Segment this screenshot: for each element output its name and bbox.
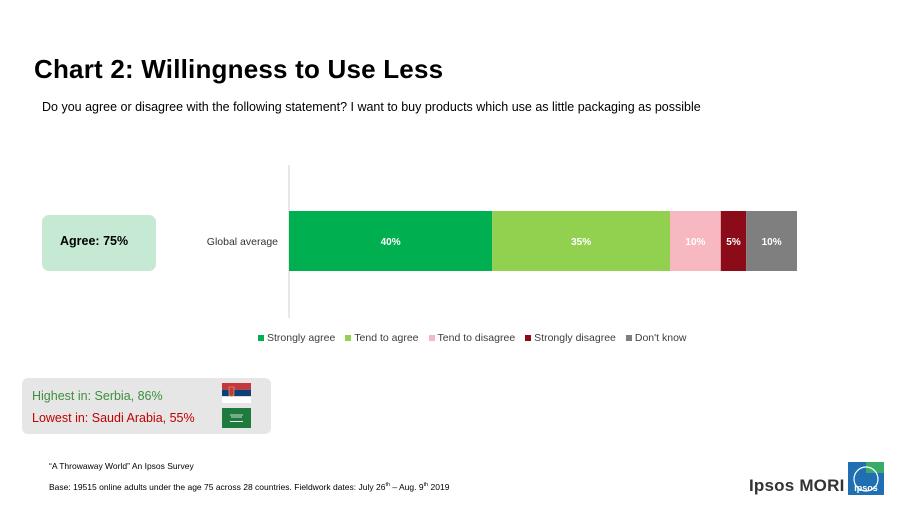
category-label: Global average [207,236,278,248]
saudi-arabia-flag-icon [222,408,251,428]
data-label-strongly-agree: 40% [381,237,401,248]
legend-item-strongly-agree: Strongly agree [258,331,335,345]
data-label-strongly-disagree: 5% [726,237,741,248]
legend-label: Tend to agree [354,332,419,344]
ipsos-logo-text: Ipsos [854,483,878,493]
stacked-bar-chart: Global average 40% 35% 10% 5% 10% [207,165,797,318]
agree-summary-box: Agree: 75% [42,215,156,271]
legend-swatch [258,335,264,341]
highest-country: Highest in: Serbia, 86% [32,389,163,403]
legend-label: Tend to disagree [437,332,516,344]
legend-item-dont-know: Don't know [625,331,687,345]
legend-swatch [345,335,352,341]
legend-label: Strongly disagree [534,332,616,344]
data-label-dont-know: 10% [762,237,782,248]
data-label-tend-to-agree: 35% [571,237,591,248]
bar-segment-tend-to-disagree [670,211,721,271]
legend-swatch [625,335,632,341]
legend-label: Don't know [634,332,687,344]
lowest-country: Lowest in: Saudi Arabia, 55% [32,411,195,425]
chart-legend: Strongly agree Tend to agree Tend to disag… [258,331,697,345]
legend-label: Strongly agree [267,332,336,344]
legend-swatch [428,335,435,341]
page-title: Chart 2: Willingness to Use Less [34,54,444,84]
legend-item-tend-to-agree: Tend to agree [345,331,419,345]
brand-name: Ipsos MORI [749,476,845,495]
legend-item-strongly-disagree: Strongly disagree [525,331,616,345]
serbia-flag-icon [222,383,251,403]
bar-segment-strongly-agree [289,211,493,271]
survey-question: Do you agree or disagree with the follow… [42,100,701,114]
agree-summary-label: Agree: 75% [60,234,129,248]
bar-segment-strongly-disagree [720,211,747,271]
ipsos-logo-icon: Ipsos [848,462,884,495]
highlights-box: Highest in: Serbia, 86% Lowest in: Saudi… [22,378,271,434]
bar-segment-tend-to-agree [492,211,670,271]
bar-segment-dont-know [746,211,797,271]
source-note: “A Throwaway World” An Ipsos Survey [49,461,194,471]
legend-swatch [525,335,532,341]
legend-item-tend-to-disagree: Tend to disagree [428,331,516,345]
data-label-tend-to-disagree: 10% [685,237,705,248]
base-note: Base: 19515 online adults under the age … [49,482,450,492]
